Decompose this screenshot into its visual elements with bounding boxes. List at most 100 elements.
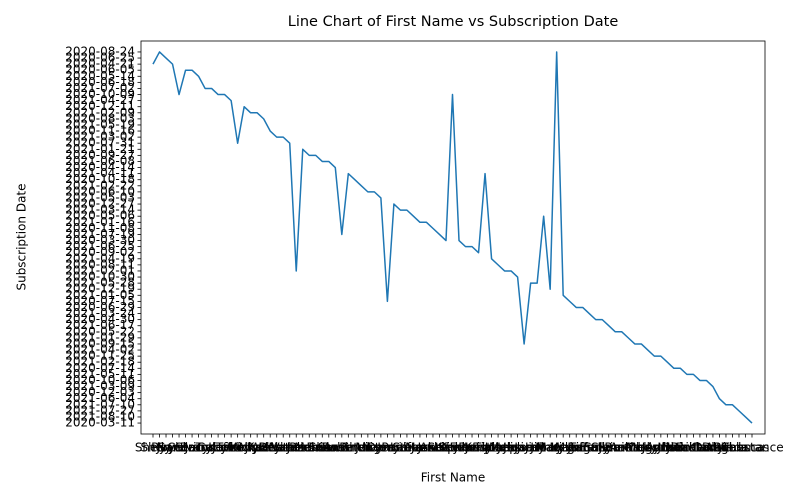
y-tick-label: 2020-10-06	[65, 373, 135, 387]
y-tick-label: 2021-07-02	[65, 81, 135, 95]
x-tick-label: Kristen	[464, 441, 506, 455]
y-tick-label: 2021-01-05	[65, 288, 135, 302]
x-axis-label: First Name	[421, 471, 485, 485]
y-tick-label: 2020-07-15	[65, 294, 135, 308]
x-tick-label: Kyle	[551, 441, 576, 455]
y-tick-label: 2020-07-31	[65, 136, 135, 150]
x-tick-label: Jonathan	[464, 441, 518, 455]
y-tick-label: 2020-11-25	[65, 349, 135, 363]
y-tick-label: 2020-08-11	[65, 257, 135, 271]
chart-title: Line Chart of First Name vs Subscription…	[288, 14, 619, 30]
x-tick-label: Susan	[584, 441, 620, 455]
y-tick-label: 2020-11-16	[65, 124, 135, 138]
x-tick-label: Joseph	[484, 441, 525, 455]
x-tick-label: Tracy	[195, 441, 228, 455]
x-tick-label: Andrea	[646, 441, 689, 455]
x-tick-label: Ryan	[151, 441, 181, 455]
x-tick-label: Mary	[535, 441, 565, 455]
x-tick-label: Anthony	[610, 441, 660, 455]
x-tick-label: Richard	[671, 441, 717, 455]
x-tick-label: Tiffany	[568, 441, 610, 455]
x-tick-label: Amanda	[323, 441, 373, 455]
x-tick-label: Shelly	[135, 441, 171, 455]
y-tick-label: 2021-04-19	[65, 251, 135, 265]
y-tick-label: 2021-07-10	[65, 397, 135, 411]
x-tick-label: Christina	[628, 441, 682, 455]
y-tick-label: 2020-05-06	[65, 209, 135, 223]
y-tick-label: 2021-01-21	[65, 142, 135, 156]
x-tick-label: Stephen	[428, 441, 478, 455]
x-tick-label: Lisa	[434, 441, 458, 455]
y-tick-label: 2021-04-27	[65, 93, 135, 107]
x-tick-label: Paul	[381, 441, 406, 455]
y-tick-label: 2021-07-19	[65, 227, 135, 241]
y-tick-label: 2021-06-08	[65, 154, 135, 168]
x-tick-label: Brandon	[180, 441, 231, 455]
x-tick-label: Jessica	[496, 441, 538, 455]
x-tick-label: Jason	[286, 441, 319, 455]
y-tick-label: 2020-12-19	[65, 282, 135, 296]
x-tick-label: Jacob	[513, 441, 546, 455]
x-tick-label: Molly	[626, 441, 657, 455]
x-tick-label: Shawn	[309, 441, 349, 455]
x-tick-label: Sharon	[438, 441, 480, 455]
x-tick-label: Marcus	[294, 441, 337, 455]
x-tick-label: Jimmy	[524, 441, 562, 455]
x-tick-label: Jamie	[598, 441, 632, 455]
x-tick-label: Peter	[339, 441, 370, 455]
x-tick-label: Sandra	[158, 441, 200, 455]
y-tick-label: 2021-03-14	[65, 203, 135, 217]
y-tick-label: 2021-07-27	[65, 403, 135, 417]
x-tick-label: Kevin	[208, 441, 241, 455]
x-tick-label: Patrick	[458, 441, 499, 455]
x-tick-label: Julie	[354, 441, 380, 455]
x-tick-label: Steven	[393, 441, 435, 455]
x-tick-label: Jorge	[566, 441, 598, 455]
x-tick-label: Kimberly	[439, 441, 492, 455]
x-tick-label: Robert	[322, 441, 362, 455]
x-tick-label: Ashley	[420, 441, 460, 455]
x-tick-label: Wanda	[250, 441, 291, 455]
y-tick-label: 2021-02-18	[65, 355, 135, 369]
y-tick-label: 2021-06-17	[65, 318, 135, 332]
x-tick-label: Calvin	[167, 441, 204, 455]
x-tick-label: Emily	[579, 441, 612, 455]
x-tick-label: Gregory	[624, 441, 672, 455]
y-tick-label: 2020-12-03	[65, 385, 135, 399]
y-tick-label: 2020-04-30	[65, 312, 135, 326]
x-tick-label: Sherry	[342, 441, 381, 455]
y-tick-label: 2020-10-18	[65, 172, 135, 186]
y-tick-label: 2021-06-25	[65, 239, 135, 253]
y-tick-label: 2020-06-29	[65, 300, 135, 314]
x-tick-label: Michael	[228, 441, 274, 455]
x-tick-label: Jill	[529, 441, 544, 455]
x-tick-label: Linda	[716, 441, 749, 455]
y-tick-label: 2020-08-03	[65, 111, 135, 125]
y-tick-label: 2020-10-09	[65, 87, 135, 101]
y-tick-label: 2020-09-15	[65, 336, 135, 350]
y-tick-label: 2021-05-03	[65, 190, 135, 204]
x-tick-label: Vanessa	[271, 441, 320, 455]
x-tick-label: Edward	[450, 441, 495, 455]
y-tick-label: 2021-01-29	[65, 330, 135, 344]
x-tick-label: Debra	[258, 441, 295, 455]
y-tick-label: 2021-04-02	[65, 343, 135, 357]
y-tick-label: 2020-05-22	[65, 324, 135, 338]
y-tick-label: 2020-10-30	[65, 270, 135, 284]
y-tick-label: 2021-06-04	[65, 391, 135, 405]
y-tick-label: 2021-03-02	[65, 130, 135, 144]
y-tick-label: 2021-08-10	[65, 409, 135, 423]
x-tick-label: Laura	[390, 441, 424, 455]
x-tick-label: Daniel	[661, 441, 699, 455]
x-tick-label: Angela	[705, 441, 747, 455]
x-tick-label: Janet	[417, 441, 449, 455]
x-tick-label: Nicholas	[661, 441, 712, 455]
y-axis-label: Subscription Date	[15, 183, 29, 290]
x-tick-label: Tammy	[215, 441, 259, 455]
y-tick-label: 2020-06-25	[65, 51, 135, 65]
x-tick-label: Mark	[405, 441, 435, 455]
y-tick-label: 2020-06-10	[65, 184, 135, 198]
y-tick-label: 2021-02-09	[65, 105, 135, 119]
y-tick-label: 2020-08-24	[65, 44, 135, 58]
